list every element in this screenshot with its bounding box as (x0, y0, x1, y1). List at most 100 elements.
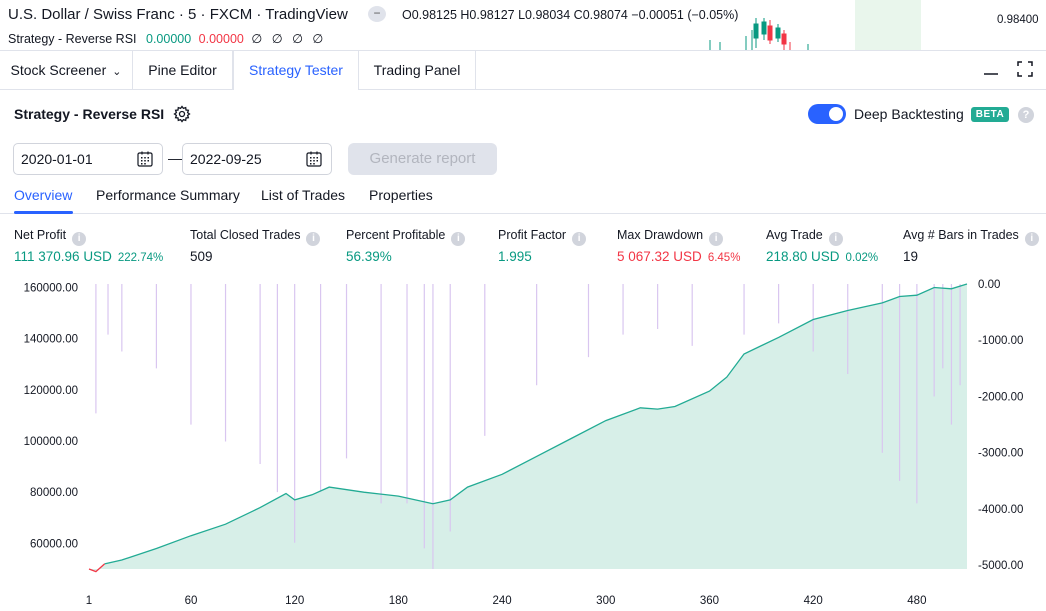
right-axis-tick-label: -5000.00 (978, 560, 1023, 572)
left-axis: 160000.00 140000.00 120000.00 100000.00 8000… (24, 283, 78, 551)
x-axis-tick-label: 120 (285, 595, 304, 607)
subtab-performance-summary[interactable]: Performance Summary (96, 187, 240, 203)
x-axis-tick-label: 60 (185, 595, 198, 607)
metric-label: Total Closed Trades (190, 228, 301, 242)
metric-percent: 6.45% (707, 252, 741, 264)
right-axis-tick-label: -4000.00 (978, 504, 1023, 516)
x-axis-tick-label: 1 (86, 595, 92, 607)
chevron-down-icon[interactable]: ⌄ (112, 66, 122, 78)
equity-line (104, 283, 968, 565)
strategy-legend[interactable]: Strategy - Reverse RSI 0.00000 0.00000 ∅… (8, 31, 326, 46)
subtab-properties[interactable]: Properties (369, 187, 433, 203)
deep-backtesting-toggle[interactable] (808, 104, 846, 124)
metric-net-profit: Net Profit i 111 370.96 USD 222.74% (14, 228, 163, 264)
metric-percent: 222.74% (117, 252, 164, 264)
help-icon[interactable]: ? (1018, 107, 1034, 123)
mini-candles (709, 18, 809, 50)
x-axis-tick-label: 420 (804, 595, 823, 607)
generate-report-button[interactable]: Generate report (348, 143, 497, 175)
metric-profit-factor: Profit Factor i 1.995 (498, 228, 587, 264)
left-axis-tick-label: 140000.00 (24, 334, 78, 346)
metric-percent: 0.02% (845, 252, 879, 264)
subtab-list-of-trades[interactable]: List of Trades (261, 187, 346, 203)
ohlc-values: O0.98125 H0.98127 L0.98034 C0.98074 −0.0… (402, 8, 739, 22)
metric-max-drawdown: Max Drawdown i 5 067.32 USD 6.45% (617, 228, 740, 264)
metric-value: 1.995 (498, 249, 532, 264)
metric-percent-profitable: Percent Profitable i 56.39% (346, 228, 466, 264)
info-icon[interactable]: i (709, 232, 724, 246)
equity-line-initial-loss (88, 563, 106, 573)
metric-label: Max Drawdown (617, 228, 704, 242)
metric-value: 111 370.96 USD (14, 249, 112, 264)
beta-badge: BETA (971, 107, 1009, 122)
date-separator: — (168, 150, 182, 166)
subtab-overview[interactable]: Overview (14, 187, 73, 203)
end-date-input[interactable]: 2022-09-25 (182, 143, 332, 175)
symbol-title[interactable]: U.S. Dollar / Swiss Franc · 5 · FXCM · T… (8, 6, 348, 23)
bottom-panel-tabbar: Stock Screener ⌄ Pine Editor Strategy Tes… (0, 50, 1046, 90)
end-date-value: 2022-09-25 (190, 151, 262, 167)
chart-header-strip: U.S. Dollar / Swiss Franc · 5 · FXCM · T… (0, 0, 1046, 50)
drawdown-bars (95, 284, 961, 569)
metric-label: Avg Trade (766, 228, 823, 242)
subtab-divider (0, 213, 1046, 214)
collapse-icon[interactable]: − (368, 6, 386, 22)
metric-value: 509 (190, 249, 213, 264)
x-axis-tick-label: 300 (596, 595, 615, 607)
metric-label: Avg # Bars in Trades (903, 228, 1019, 242)
tab-stock-screener[interactable]: Stock Screener ⌄ (0, 51, 133, 90)
gear-icon[interactable] (173, 105, 191, 123)
right-axis-tick-label: -1000.00 (978, 335, 1023, 347)
metric-value: 5 067.32 USD (617, 249, 702, 264)
x-axis: 1 60 120 180 240 300 360 420 480 (86, 595, 927, 607)
metric-value: 218.80 USD (766, 249, 840, 264)
strategy-name: Strategy - Reverse RSI (14, 106, 165, 122)
equity-area-fill (89, 284, 967, 572)
tab-stock-screener-label: Stock Screener (10, 62, 107, 78)
toggle-knob (829, 107, 843, 121)
left-axis-tick-label: 60000.00 (30, 538, 78, 550)
strategy-legend-label: Strategy - Reverse RSI (8, 32, 137, 46)
tab-pine-editor[interactable]: Pine Editor (133, 51, 233, 90)
left-axis-tick-label: 80000.00 (30, 487, 78, 499)
x-axis-tick-label: 480 (907, 595, 926, 607)
x-axis-tick-label: 240 (492, 595, 511, 607)
equity-drawdown-chart: 160000.00140000.00120000.00100000.008000… (24, 279, 1024, 607)
start-date-input[interactable]: 2020-01-01 (13, 143, 163, 175)
x-axis-tick-label: 180 (389, 595, 408, 607)
metric-avg-trade: Avg Trade i 218.80 USD 0.02% (766, 228, 878, 264)
metric-label: Net Profit (14, 228, 67, 242)
tab-strategy-tester[interactable]: Strategy Tester (233, 51, 359, 90)
left-axis-tick-label: 160000.00 (24, 283, 78, 295)
info-icon[interactable]: i (572, 232, 587, 246)
metric-label: Profit Factor (498, 228, 567, 242)
start-date-value: 2020-01-01 (21, 151, 93, 167)
strategy-legend-value-empty: ∅ ∅ ∅ ∅ (251, 32, 327, 46)
calendar-icon[interactable] (305, 150, 323, 168)
right-axis: 0.00 -1000.00 -2000.00 -3000.00 -4000.00 -500… (978, 279, 1023, 572)
left-axis-tick-label: 120000.00 (24, 385, 78, 397)
info-icon[interactable]: i (306, 232, 321, 246)
tab-trading-panel[interactable]: Trading Panel (359, 51, 476, 90)
metric-label: Percent Profitable (346, 228, 446, 242)
metric-total-closed-trades: Total Closed Trades i 509 (190, 228, 321, 264)
metric-value: 56.39% (346, 249, 392, 264)
strategy-legend-value-green: 0.00000 (146, 32, 192, 46)
metric-value: 19 (903, 249, 919, 264)
info-icon[interactable]: i (72, 232, 87, 246)
info-icon[interactable]: i (1024, 232, 1039, 246)
right-axis-tick-label: 0.00 (978, 279, 1000, 291)
info-icon[interactable]: i (828, 232, 843, 246)
calendar-icon[interactable] (136, 150, 154, 168)
price-axis-label: 0.98400 (997, 14, 1039, 26)
minimize-icon[interactable] (981, 59, 1001, 79)
maximize-icon[interactable] (1015, 59, 1035, 79)
left-axis-tick-label: 100000.00 (24, 436, 78, 448)
info-icon[interactable]: i (451, 232, 466, 246)
active-subtab-indicator (14, 211, 73, 214)
right-axis-tick-label: -2000.00 (978, 391, 1023, 403)
session-highlight (855, 0, 921, 50)
x-axis-tick-label: 360 (700, 595, 719, 607)
strategy-legend-value-red: 0.00000 (198, 32, 244, 46)
deep-backtesting-label: Deep Backtesting (854, 106, 964, 122)
